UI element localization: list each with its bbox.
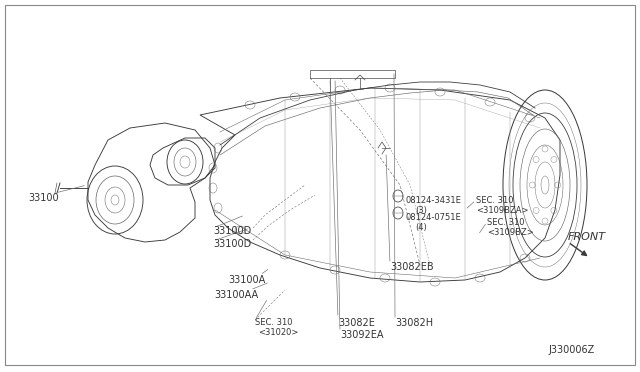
Text: 33100: 33100 — [28, 193, 59, 203]
Text: (4): (4) — [415, 223, 427, 232]
Text: FRONT: FRONT — [568, 232, 606, 242]
Text: SEC. 310: SEC. 310 — [487, 218, 525, 227]
Text: 33100D: 33100D — [213, 226, 252, 236]
Text: SEC. 310: SEC. 310 — [476, 196, 513, 205]
Text: 08124-0751E: 08124-0751E — [406, 213, 461, 222]
Text: SEC. 310: SEC. 310 — [255, 318, 292, 327]
Text: <3109BZA>: <3109BZA> — [476, 206, 529, 215]
Text: (3): (3) — [415, 206, 427, 215]
Text: 33082H: 33082H — [395, 318, 433, 328]
Text: 33100D: 33100D — [213, 239, 252, 249]
Text: 08124-3431E: 08124-3431E — [406, 196, 462, 205]
Text: 33092EA: 33092EA — [340, 330, 383, 340]
Text: 33082EB: 33082EB — [390, 262, 434, 272]
Text: 33100AA: 33100AA — [214, 290, 258, 300]
Text: J330006Z: J330006Z — [548, 345, 595, 355]
Text: <31020>: <31020> — [258, 328, 298, 337]
Text: 33082E: 33082E — [338, 318, 375, 328]
Text: 33100A: 33100A — [228, 275, 265, 285]
Text: <3109BZ>: <3109BZ> — [487, 228, 534, 237]
